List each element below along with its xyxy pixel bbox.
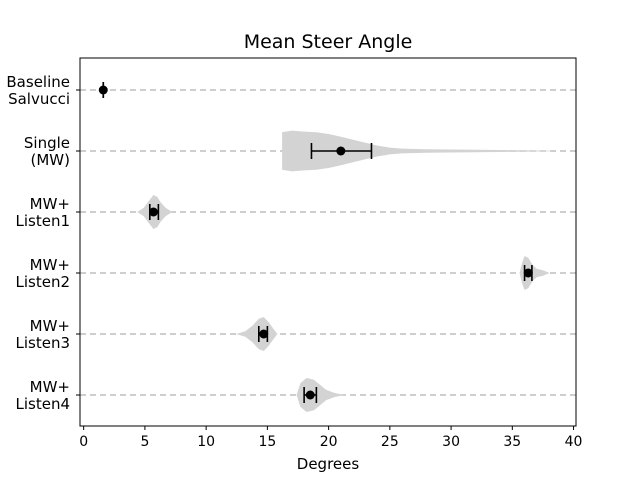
chart-title: Mean Steer Angle: [244, 31, 413, 53]
violin-shape: [296, 378, 344, 412]
x-axis: 0 5 10 15 20 25 30 35 40: [79, 426, 582, 450]
violin-layer: [137, 130, 552, 412]
mean-point: [259, 329, 269, 339]
x-tick-label: 35: [503, 434, 521, 450]
y-tick-label-line: MW+: [30, 317, 70, 335]
mean-point: [98, 85, 108, 95]
mean-point: [148, 207, 158, 217]
x-tick-label: 30: [442, 434, 460, 450]
x-axis-label: Degrees: [297, 455, 360, 473]
y-tick-label-line: Listen3: [16, 334, 71, 352]
y-tick-label: MW+ Listen1: [16, 195, 71, 230]
y-tick-label-line: Listen4: [16, 395, 71, 413]
violin-shape: [282, 130, 552, 172]
y-tick-label-line: Listen2: [16, 273, 71, 291]
marker-layer: [98, 82, 533, 403]
y-tick-label-line: Listen1: [16, 212, 71, 230]
x-tick-label: 0: [79, 434, 88, 450]
y-tick-label-line: Single: [24, 134, 70, 152]
x-tick-label: 40: [565, 434, 583, 450]
mean-point: [305, 390, 315, 400]
y-tick-label-line: Salvucci: [8, 90, 70, 108]
x-tick-label: 5: [140, 434, 149, 450]
y-tick-label-line: MW+: [30, 195, 70, 213]
x-tick-label: 15: [258, 434, 276, 450]
y-tick-label: MW+ Listen3: [16, 317, 71, 352]
y-tick-label: Single (MW): [24, 134, 70, 169]
x-tick-label: 25: [381, 434, 399, 450]
mean-point: [336, 146, 346, 156]
y-tick-label: Baseline Salvucci: [6, 73, 70, 108]
y-tick-label-line: (MW): [31, 151, 70, 169]
y-tick-label: MW+ Listen4: [16, 378, 71, 413]
x-tick-label: 10: [197, 434, 215, 450]
y-tick-label-line: MW+: [30, 256, 70, 274]
y-tick-label-line: MW+: [30, 378, 70, 396]
violin-shape: [236, 317, 278, 351]
plot-frame: [79, 57, 577, 427]
x-tick-label: 20: [320, 434, 338, 450]
mean-point: [523, 268, 533, 278]
violin-shape: [519, 256, 550, 290]
y-tick-label-line: Baseline: [6, 73, 70, 91]
y-tick-label: MW+ Listen2: [16, 256, 71, 291]
